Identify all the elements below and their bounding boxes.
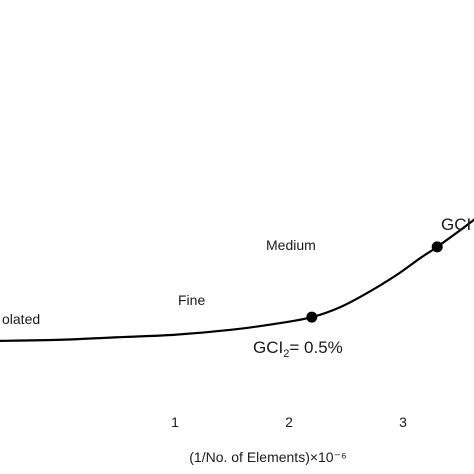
x-tick-label-1: 1 <box>171 414 179 430</box>
gci2-subscript: 2 <box>283 348 289 360</box>
gci2-annotation: GCI2= 0.5% <box>253 338 343 360</box>
gci-right-annotation: GCI <box>441 215 471 234</box>
gci2-value: = 0.5% <box>289 338 342 357</box>
medium-label: Medium <box>266 237 316 253</box>
x-tick-label-3: 3 <box>399 414 407 430</box>
extrapolated-label: olated <box>2 311 40 327</box>
series-line <box>0 218 474 342</box>
point-medium <box>431 241 443 253</box>
x-tick-label-2: 2 <box>285 414 293 430</box>
gci2-prefix: GCI <box>253 338 283 357</box>
x-axis-label: (1/No. of Elements)×10⁻⁶ <box>189 449 347 465</box>
fine-label: Fine <box>178 292 205 308</box>
point-fine <box>306 311 318 323</box>
